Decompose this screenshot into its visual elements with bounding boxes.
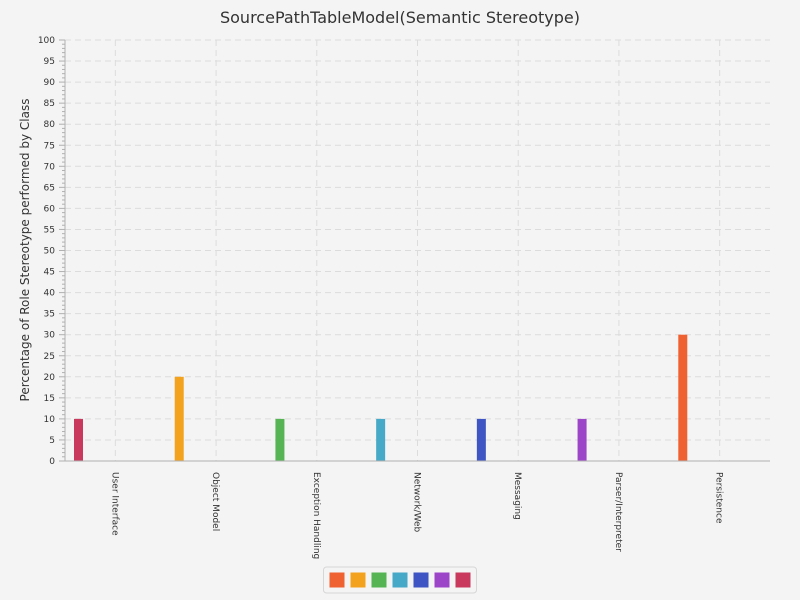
bar-messaging	[476, 418, 486, 461]
legend	[323, 566, 477, 594]
y-tick-label: 15	[44, 394, 55, 404]
x-axis-labels: User Interface Object Model Exception Hand…	[109, 472, 723, 559]
x-tick-label: Object Model	[210, 472, 220, 531]
bar-network-web	[376, 418, 386, 461]
legend-swatch	[455, 572, 471, 588]
legend-swatch	[329, 572, 345, 588]
x-tick-label: Network/Web	[412, 472, 422, 533]
y-tick-label: 25	[44, 352, 55, 362]
x-tick-label: Messaging	[512, 472, 522, 520]
legend-swatch	[350, 572, 366, 588]
y-tick-label: 20	[44, 373, 56, 383]
legend-swatch	[392, 572, 408, 588]
bar-object-model	[174, 376, 184, 461]
y-tick-label: 100	[38, 36, 55, 46]
y-tick-label: 5	[49, 436, 55, 446]
legend-swatch	[371, 572, 387, 588]
y-tick-label: 65	[44, 183, 55, 193]
y-axis-label: Percentage of Role Stereotype performed …	[18, 99, 32, 402]
y-tick-label: 45	[44, 268, 55, 278]
y-tick-label: 50	[44, 247, 56, 257]
x-tick-label: User Interface	[109, 472, 119, 536]
x-tick-label: Persistence	[714, 472, 724, 524]
bar-user-interface	[74, 418, 83, 461]
y-tick-label: 35	[44, 310, 55, 320]
y-tick-label: 95	[44, 57, 55, 67]
y-tick-label: 90	[44, 78, 56, 88]
bar-parser-interpreter	[577, 418, 587, 461]
y-tick-label: 40	[44, 289, 56, 299]
legend-swatch	[413, 572, 429, 588]
y-tick-label: 75	[44, 141, 55, 151]
y-tick-label: 55	[44, 225, 55, 235]
x-tick-label: Exception Handling	[311, 472, 321, 559]
legend-swatch	[434, 572, 450, 588]
bars	[74, 334, 688, 461]
chart-title: SourcePathTableModel(Semantic Stereotype…	[220, 8, 580, 27]
y-tick-label: 80	[44, 120, 56, 130]
bar-persistence	[678, 334, 688, 461]
y-tick-label: 0	[49, 457, 55, 467]
bar-exception-handling	[275, 418, 285, 461]
y-tick-label: 70	[44, 162, 56, 172]
grid	[65, 39, 770, 461]
y-tick-label: 85	[44, 99, 55, 109]
x-tick-label: Parser/Interpreter	[613, 472, 623, 552]
y-tick-label: 60	[44, 204, 56, 214]
y-tick-label: 30	[44, 331, 56, 341]
y-tick-label: 10	[44, 415, 56, 425]
y-axis-ticks: 0 5 10 15 20 25 30 35 40 45 50 55 60 65 70 75 80 85 90 95 10…	[38, 36, 65, 467]
